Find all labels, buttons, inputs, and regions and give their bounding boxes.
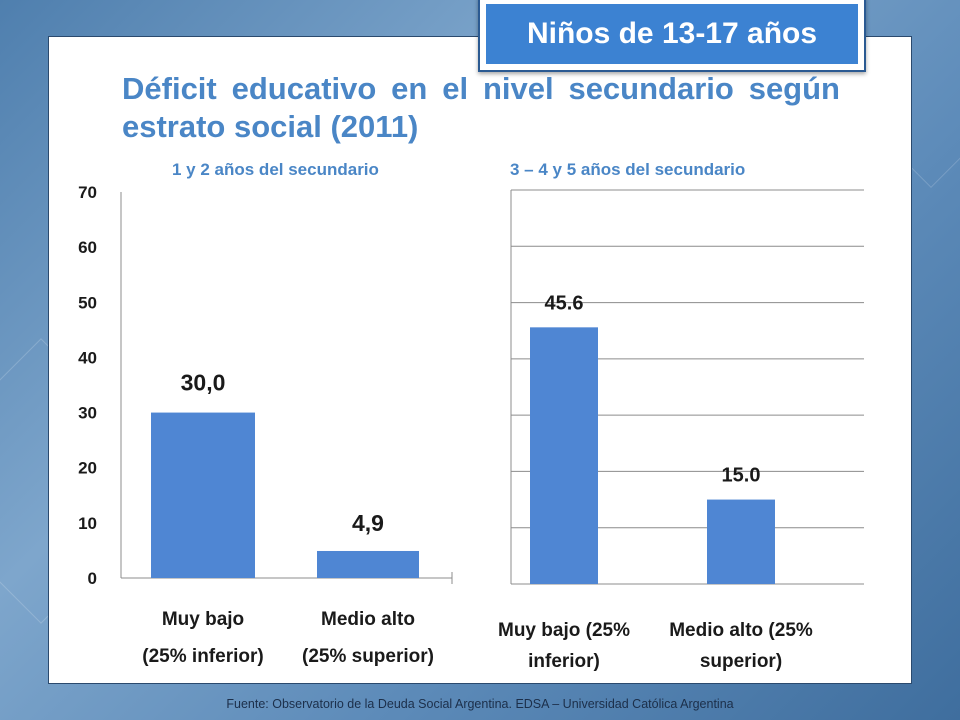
x-category-label: Muy bajo (25% <box>498 620 630 641</box>
y-tick-label: 50 <box>78 293 97 312</box>
x-category-label: superior) <box>700 651 782 672</box>
x-category-label: Medio alto <box>321 609 415 630</box>
age-group-badge: Niños de 13-17 años <box>478 0 866 72</box>
x-category-label: (25% superior) <box>302 646 434 667</box>
bar <box>151 412 255 578</box>
y-tick-label: 10 <box>78 514 97 533</box>
bar-value-label: 45.6 <box>545 292 584 314</box>
bar-value-label: 30,0 <box>181 370 226 396</box>
bar <box>707 499 775 584</box>
slide-title: Déficit educativo en el nivel secundario… <box>122 71 840 144</box>
bar <box>317 550 419 578</box>
chart-1-title: 1 y 2 años del secundario <box>172 160 379 179</box>
x-category-label: inferior) <box>528 651 600 672</box>
chart-2-title: 3 – 4 y 5 años del secundario <box>510 160 746 179</box>
y-tick-label: 20 <box>78 459 97 478</box>
x-category-label: Muy bajo <box>162 609 244 630</box>
y-tick-label: 60 <box>78 238 97 257</box>
bar-value-label: 4,9 <box>352 510 384 536</box>
bar-value-label: 15.0 <box>722 465 761 487</box>
y-tick-label: 30 <box>78 404 97 423</box>
age-group-badge-label: Niños de 13-17 años <box>486 4 858 64</box>
x-category-label: (25% inferior) <box>142 646 263 667</box>
bar <box>530 327 598 584</box>
x-category-label: Medio alto (25% <box>669 620 813 641</box>
y-tick-label: 70 <box>78 183 97 202</box>
source-note: Fuente: Observatorio de la Deuda Social … <box>226 697 734 711</box>
y-tick-label: 40 <box>78 348 97 367</box>
y-tick-label: 0 <box>88 569 97 588</box>
